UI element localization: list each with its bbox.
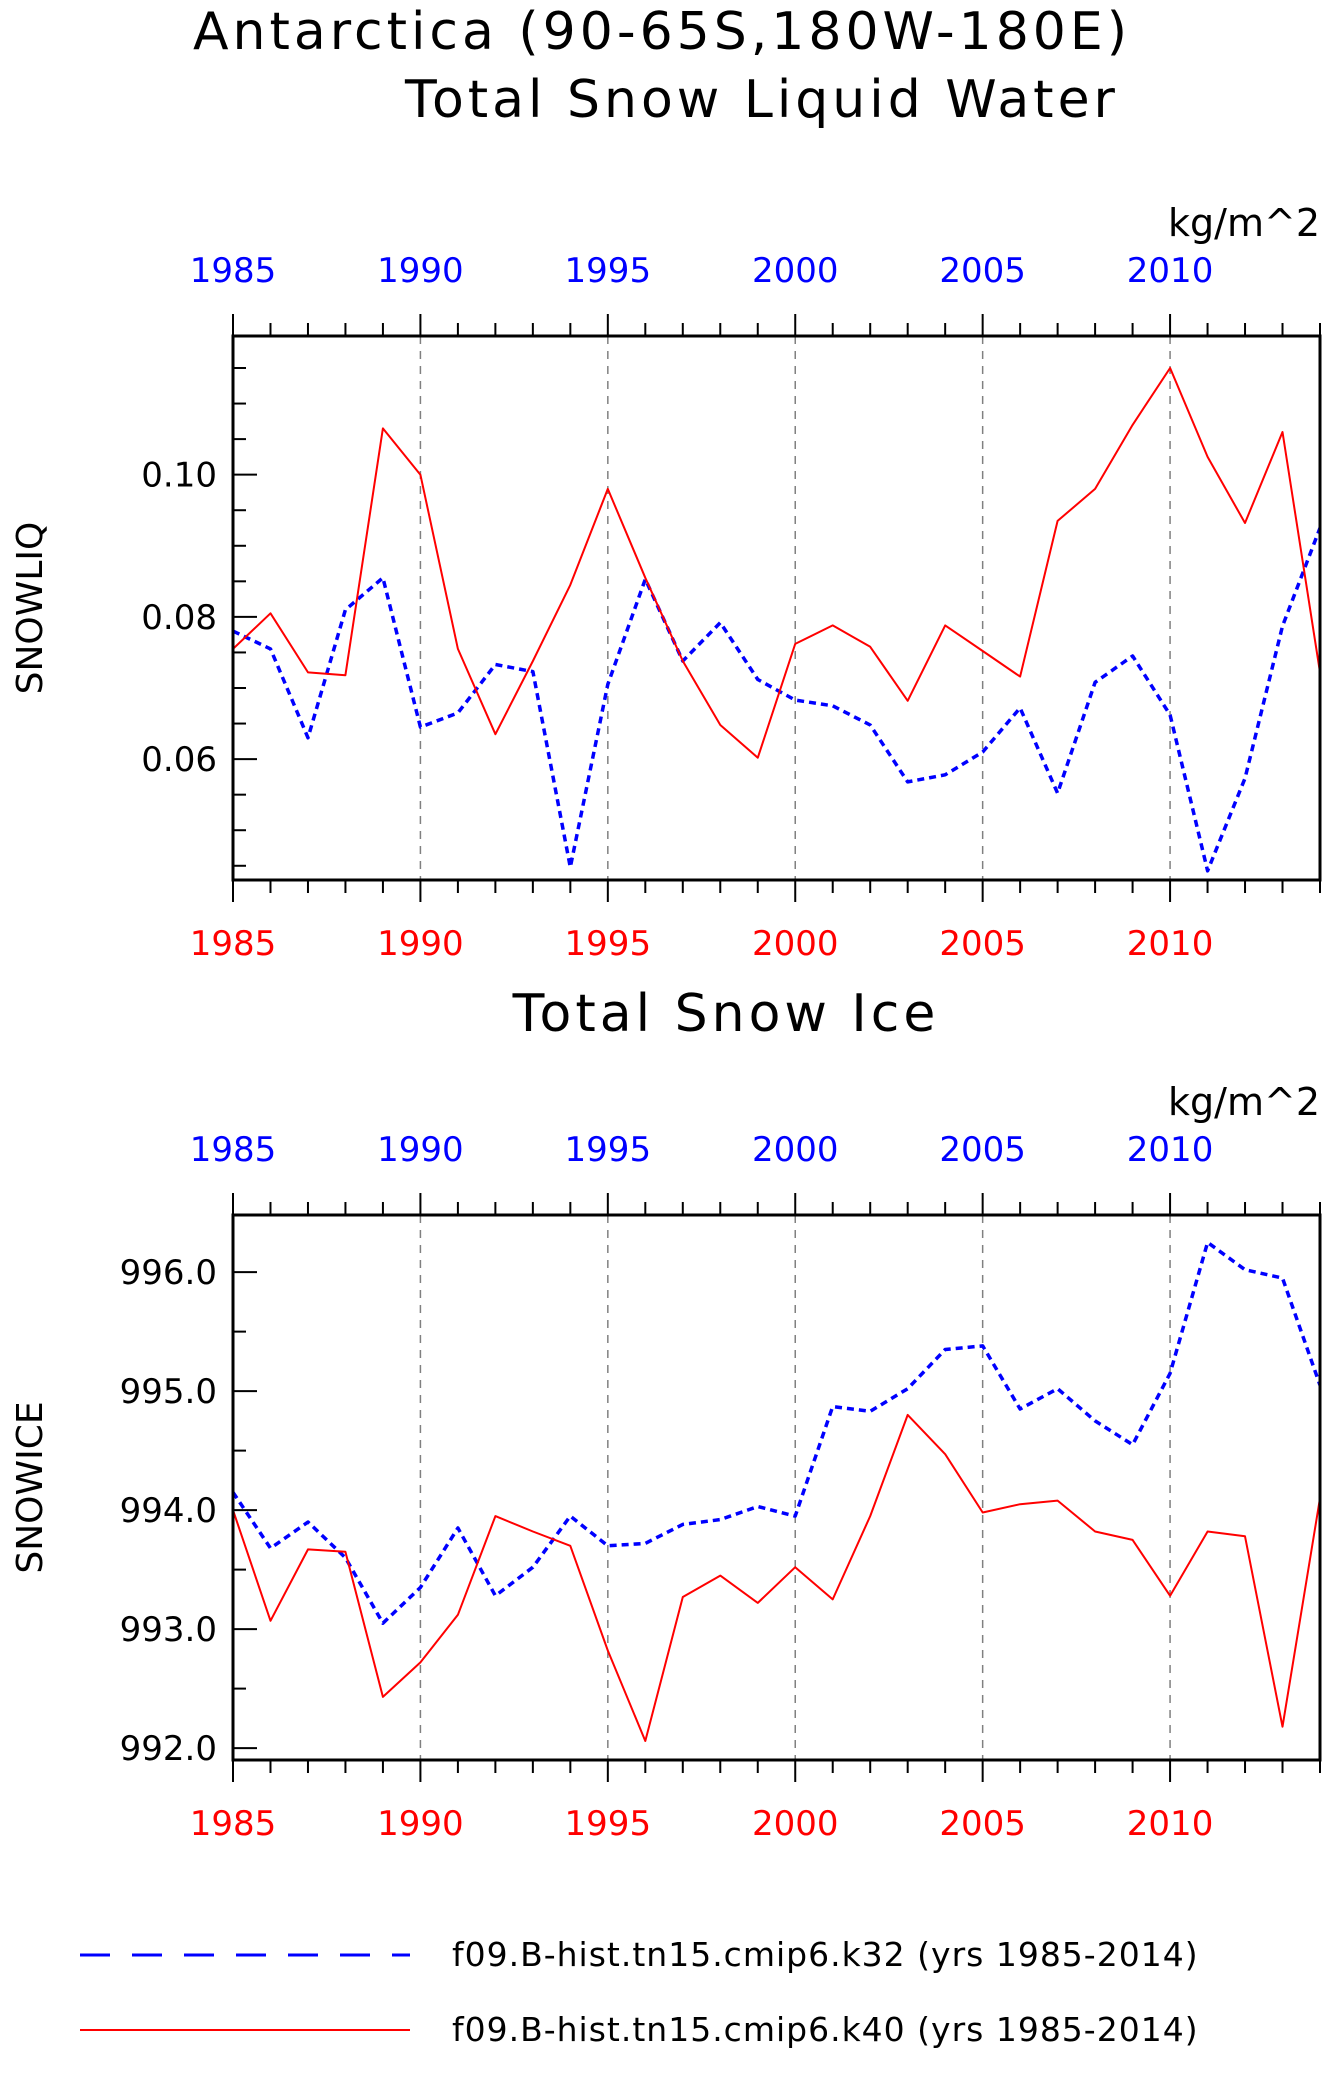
chart-1: 1985 1985 1990 1990 1995 1995 2000 2000 2005 2005… bbox=[10, 201, 1322, 964]
units-label: kg/m^2 bbox=[1168, 201, 1320, 245]
legend-label-k32: f09.B-hist.tn15.cmip6.k32 (yrs 1985-2014… bbox=[452, 1935, 1199, 1974]
x-tick-label-bottom: 1995 bbox=[565, 924, 652, 964]
y-tick-label: 0.10 bbox=[141, 456, 217, 496]
x-tick-label-top: 2000 bbox=[752, 251, 839, 291]
x-tick-label-top: 1990 bbox=[377, 251, 464, 291]
legend-label-k40: f09.B-hist.tn15.cmip6.k40 (yrs 1985-2014… bbox=[452, 2010, 1199, 2049]
x-tick-label-top: 1985 bbox=[190, 1130, 277, 1170]
figure-title: Antarctica (90-65S,180W-180E) bbox=[192, 2, 1132, 62]
y-tick-label: 0.06 bbox=[141, 740, 217, 780]
legend-line-k40 bbox=[80, 2029, 410, 2031]
x-tick-label-top: 2005 bbox=[939, 1130, 1026, 1170]
y-axis-label: SNOWICE bbox=[10, 1401, 51, 1573]
x-tick-label-bottom: 1995 bbox=[565, 1804, 652, 1844]
series-line-k40 bbox=[233, 1413, 1320, 1742]
x-tick-label-top: 2000 bbox=[752, 1130, 839, 1170]
x-tick-label-bottom: 1985 bbox=[190, 1804, 277, 1844]
units-label: kg/m^2 bbox=[1168, 1080, 1320, 1124]
x-tick-label-bottom: 1990 bbox=[377, 1804, 464, 1844]
legend-line-k32 bbox=[80, 1953, 410, 1957]
y-tick-label: 994.0 bbox=[120, 1491, 217, 1531]
x-tick-label-bottom: 2000 bbox=[752, 924, 839, 964]
x-tick-label-top: 2010 bbox=[1127, 1130, 1214, 1170]
series-line-k32 bbox=[233, 1240, 1320, 1625]
x-tick-label-top: 2005 bbox=[939, 251, 1026, 291]
chart-2: 1985 1985 1990 1990 1995 1995 2000 2000 2005 2005… bbox=[10, 1080, 1322, 1844]
y-tick-label: 992.0 bbox=[120, 1729, 217, 1769]
x-tick-label-top: 1985 bbox=[190, 251, 277, 291]
x-tick-label-top: 2010 bbox=[1127, 251, 1214, 291]
x-tick-label-bottom: 1985 bbox=[190, 924, 277, 964]
x-tick-label-bottom: 2010 bbox=[1127, 924, 1214, 964]
x-tick-label-bottom: 1990 bbox=[377, 924, 464, 964]
y-tick-label: 0.08 bbox=[141, 598, 217, 638]
x-tick-label-top: 1995 bbox=[565, 251, 652, 291]
y-tick-label: 993.0 bbox=[120, 1610, 217, 1650]
chart-2-title: Total Snow Ice bbox=[512, 984, 940, 1044]
x-tick-label-bottom: 2010 bbox=[1127, 1804, 1214, 1844]
y-tick-label: 996.0 bbox=[120, 1253, 217, 1293]
y-tick-label: 995.0 bbox=[120, 1372, 217, 1412]
series-line-k40 bbox=[233, 367, 1320, 759]
series-line-k32 bbox=[233, 527, 1320, 873]
legend-item-k40: f09.B-hist.tn15.cmip6.k40 (yrs 1985-2014… bbox=[0, 2000, 1324, 2060]
x-tick-label-top: 1990 bbox=[377, 1130, 464, 1170]
x-tick-label-bottom: 2005 bbox=[939, 924, 1026, 964]
plot-frame bbox=[231, 1213, 1322, 1762]
plot-frame bbox=[231, 334, 1322, 882]
chart-1-title: Total Snow Liquid Water bbox=[405, 70, 1119, 130]
x-tick-label-bottom: 2005 bbox=[939, 1804, 1026, 1844]
x-tick-label-bottom: 2000 bbox=[752, 1804, 839, 1844]
y-axis-label: SNOWLIQ bbox=[10, 522, 51, 695]
x-tick-label-top: 1995 bbox=[565, 1130, 652, 1170]
legend-item-k32: f09.B-hist.tn15.cmip6.k32 (yrs 1985-2014… bbox=[0, 1925, 1324, 1985]
